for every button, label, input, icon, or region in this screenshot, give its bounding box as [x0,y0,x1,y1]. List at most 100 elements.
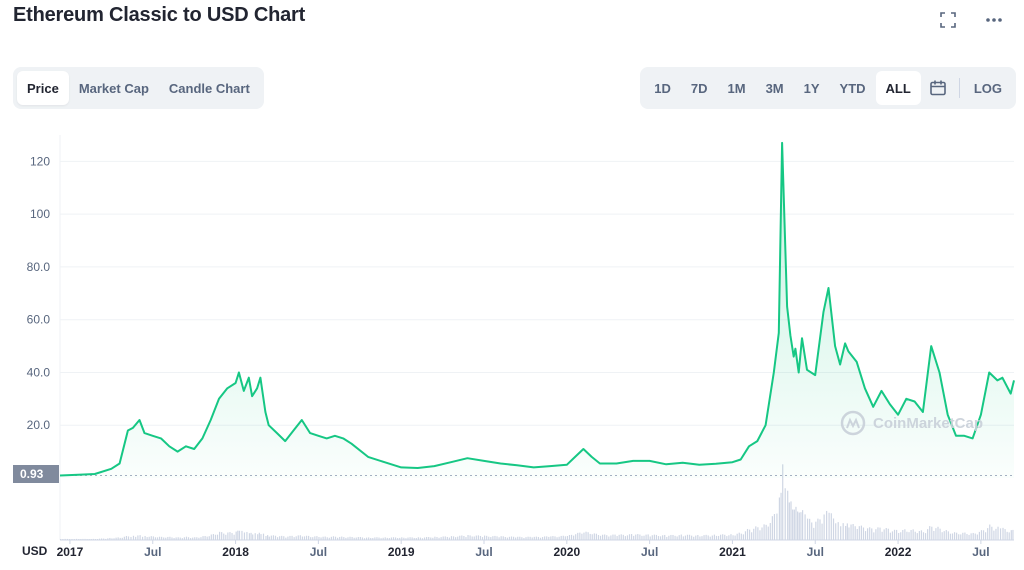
range-1y[interactable]: 1Y [803,80,820,96]
volume-bar [347,537,349,540]
range-all[interactable]: ALL [875,71,921,105]
range-1d[interactable]: 1D [654,80,671,96]
more-options-icon[interactable] [984,10,1004,30]
volume-bar [852,524,854,540]
volume-bar [562,535,564,540]
volume-bar [479,535,482,540]
volume-bar [475,535,477,540]
volume-bar [798,512,800,540]
x-tick-label: 2019 [388,545,415,559]
volume-bar [492,536,494,540]
volume-bar [426,536,428,540]
volume-bar [370,537,372,540]
volume-bar [320,537,322,540]
range-7d[interactable]: 7D [690,80,708,96]
volume-bar [361,537,364,540]
volume-bar [871,528,873,540]
volume-bar [117,537,119,540]
volume-bar [966,534,968,540]
volume-bar [250,532,252,540]
volume-bar [469,535,471,540]
volume-bar [705,534,707,540]
volume-bar [697,534,699,540]
volume-bar [846,523,848,540]
volume-bar [548,536,550,540]
volume-bar [546,536,548,540]
volume-bar [792,509,794,540]
volume-bar [757,527,759,540]
volume-bar [867,528,869,540]
volume-bar [900,532,902,540]
volume-bar [982,530,985,540]
volume-bar [496,536,498,540]
volume-bar [113,538,115,540]
volume-bar [343,537,345,540]
volume-bar [488,536,490,540]
volume-bar [154,537,157,540]
fullscreen-icon[interactable] [938,10,958,30]
volume-bar [639,534,641,540]
volume-bar [784,488,786,540]
range-1m[interactable]: 1M [727,80,746,96]
volume-bar [602,534,604,540]
volume-bar [198,537,200,540]
volume-bar [144,535,146,540]
volume-bar [330,536,332,540]
volume-bar [227,532,229,540]
volume-bar [397,538,399,540]
volume-bar [686,534,689,540]
volume-bar [84,538,86,540]
volume-bar [1002,527,1004,540]
volume-bar [276,537,279,540]
x-tick-label: 2017 [57,545,84,559]
volume-bar [260,534,262,540]
volume-bar [109,537,111,540]
volume-bar [305,535,308,540]
range-ytd[interactable]: YTD [839,80,866,96]
volume-bar [761,527,763,540]
volume-bar [635,534,637,540]
volume-bar [728,535,730,540]
calendar-icon[interactable] [921,71,955,105]
volume-bar [521,537,523,540]
range-3m[interactable]: 3M [765,80,784,96]
volume-bar [423,537,426,540]
volume-bar [736,533,738,540]
volume-bar [570,534,573,540]
volume-bar [326,537,328,540]
volume-bar [713,534,716,540]
x-tick-label: Jul [972,545,989,559]
log-toggle[interactable]: LOG [973,80,1002,96]
volume-bar [339,536,341,540]
volume-bar [717,535,720,540]
volume-bar [767,526,769,540]
volume-bar [875,529,877,540]
series-layer [59,141,1015,478]
volume-bar [929,526,931,540]
volume-bar [933,530,935,540]
tab-market-cap[interactable]: Market Cap [78,80,149,96]
volume-bar [693,536,695,540]
volume-bar [672,534,674,540]
volume-bar [668,535,670,540]
volume-bar [252,534,254,540]
volume-bar [533,536,535,540]
volume-bar [645,534,647,540]
volume-bar [989,524,991,540]
volume-bar [421,538,424,540]
volume-bar [314,536,316,540]
y-tick-label: 20.0 [27,418,51,432]
volume-bar [832,518,835,540]
volume-bar [931,526,933,540]
volume-bar [657,536,660,540]
volume-bar [711,535,713,540]
volume-bar [517,536,519,540]
volume-bar [403,537,405,540]
volume-bar [935,528,937,540]
volume-bar [826,510,828,540]
tab-candle-chart[interactable]: Candle Chart [168,80,250,96]
volume-bar [417,537,419,540]
y-tick-label: 120 [30,154,50,168]
volume-bar [382,537,384,540]
tab-price[interactable]: Price [17,71,69,105]
